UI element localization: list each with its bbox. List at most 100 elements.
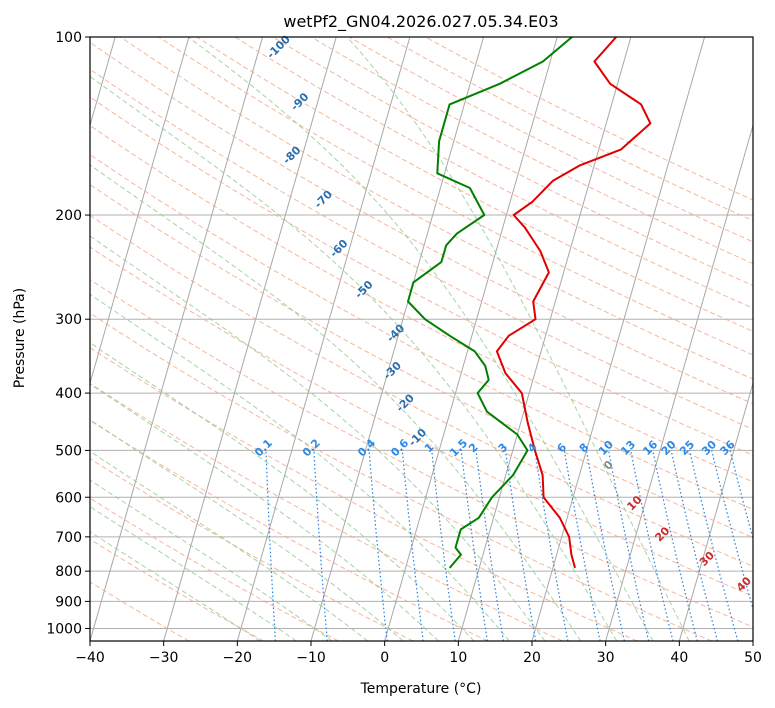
isotherm-line <box>752 639 753 641</box>
mixing-ratio-line <box>313 450 328 641</box>
dry-adiabat-line <box>90 538 264 641</box>
dry-adiabat-line <box>272 37 753 287</box>
isotherm-line <box>90 37 190 385</box>
dry-adiabat-line <box>90 419 488 641</box>
y-tick-label: 800 <box>55 564 82 580</box>
x-tick-label: −20 <box>223 650 253 666</box>
x-tick-label: 10 <box>449 650 467 666</box>
moist-adiabat-line <box>346 37 690 641</box>
x-tick-label: −40 <box>75 650 105 666</box>
mixing-ratio-label: 0.2 <box>300 436 323 459</box>
y-tick-label: 900 <box>55 594 82 610</box>
mixing-ratio-line <box>265 450 277 641</box>
moist-adiabat-line <box>90 479 333 641</box>
mixing-ratio-label: 25 <box>677 438 697 458</box>
mixing-ratio-line <box>460 450 488 641</box>
dry-adiabat-line <box>90 312 712 641</box>
x-tick-label: 0 <box>380 650 389 666</box>
isotherm-line <box>163 37 337 641</box>
dry-adiabat-line <box>90 347 638 641</box>
axis-ticks: −40 −30 −20 −10 0 10 20 30 40 50 100 200 300 400 500 60… <box>46 30 762 666</box>
dewpoint-profile-line <box>407 37 573 569</box>
chart-title: wetPf2_GN04.2026.027.05.34.E03 <box>283 12 558 32</box>
mixing-ratio-label: 2 <box>466 441 481 456</box>
mixing-ratio-label: 0.1 <box>252 436 275 459</box>
y-tick-label: 200 <box>55 208 82 224</box>
x-tick-label: 40 <box>670 650 688 666</box>
dry-adiabat-line <box>196 37 753 332</box>
y-tick-label: 300 <box>55 312 82 328</box>
dry-adiabat-line <box>90 581 190 641</box>
moist-adiabat-line <box>90 235 546 641</box>
y-tick-label: 1000 <box>46 621 82 637</box>
moist-adiabat-line <box>187 37 654 641</box>
mixing-ratio-line <box>670 450 719 641</box>
background-lines <box>90 37 753 641</box>
mixing-ratio-line <box>608 450 650 641</box>
mixing-ratio-label: 1 <box>422 441 437 456</box>
isotherm-line <box>236 37 411 641</box>
dry-adiabat-label: -40 <box>384 321 407 344</box>
mixing-ratio-line <box>401 450 424 641</box>
dry-adiabat-label: -20 <box>394 391 417 414</box>
mixing-ratio-line <box>630 450 674 641</box>
mixing-ratio-label: 13 <box>618 438 638 458</box>
isotherm-line <box>384 37 558 641</box>
moist-adiabat-line <box>90 419 404 641</box>
y-axis-label: Pressure (hPa) <box>12 288 28 388</box>
dry-adiabat-line <box>158 37 753 356</box>
dry-adiabat-line <box>90 214 753 567</box>
y-tick-label: 600 <box>55 490 82 506</box>
mixing-ratio-label: 20 <box>659 438 679 458</box>
moist-adiabat-line <box>90 293 510 641</box>
dry-adiabat-line <box>90 457 414 641</box>
dry-adiabat-label: -70 <box>312 188 335 211</box>
dry-adiabat-line <box>90 497 339 641</box>
mixing-ratio-line <box>689 450 739 641</box>
x-tick-label: −10 <box>296 650 326 666</box>
moist-adiabat-label: 40 <box>734 574 754 594</box>
mixing-ratio-line <box>729 450 753 541</box>
dry-adiabat-line <box>90 41 753 405</box>
isotherm-line <box>678 381 753 641</box>
sounding-series <box>407 37 652 569</box>
dry-adiabat-line <box>90 68 753 430</box>
mixing-ratio-line <box>711 450 753 612</box>
moist-adiabat-line <box>90 164 582 641</box>
isotherm-line <box>457 37 632 641</box>
moist-adiabat-line <box>90 450 369 641</box>
y-tick-label: 700 <box>55 530 82 546</box>
mixing-ratio-line <box>504 450 537 641</box>
mixing-ratio-line <box>475 450 505 641</box>
dry-adiabat-label: -30 <box>381 359 404 382</box>
mixing-ratio-line <box>368 450 388 641</box>
x-tick-label: −30 <box>149 650 179 666</box>
x-axis-label: Temperature (°C) <box>360 681 482 697</box>
y-tick-label: 100 <box>55 30 82 46</box>
dry-adiabat-line <box>90 154 753 510</box>
dry-adiabat-line <box>234 37 753 309</box>
x-tick-label: 20 <box>523 650 541 666</box>
dry-adiabat-line <box>90 278 753 628</box>
dry-adiabat-label: -90 <box>288 90 311 113</box>
x-tick-label: 50 <box>744 650 762 666</box>
y-tick-label: 400 <box>55 386 82 402</box>
isotherm-line <box>90 37 264 641</box>
isotherm-line <box>531 37 706 641</box>
moist-adiabat-line <box>90 75 618 641</box>
mixing-ratio-label: 3 <box>496 441 511 456</box>
x-tick-label: 30 <box>597 650 615 666</box>
dry-adiabat-line <box>90 184 753 538</box>
dry-adiabat-line <box>90 382 563 641</box>
mixing-ratio-label: 16 <box>640 438 660 458</box>
isotherm-line <box>605 123 753 641</box>
mixing-ratio-line <box>585 450 625 641</box>
dry-adiabat-line <box>425 37 753 201</box>
temperature-profile-line <box>495 37 652 569</box>
mixing-ratio-label: 36 <box>718 438 738 458</box>
moist-adiabat-line <box>90 383 439 641</box>
moist-adiabat-label: 10 <box>624 493 644 513</box>
dry-adiabat-line <box>120 37 753 380</box>
mixing-ratio-label: 30 <box>699 438 719 458</box>
